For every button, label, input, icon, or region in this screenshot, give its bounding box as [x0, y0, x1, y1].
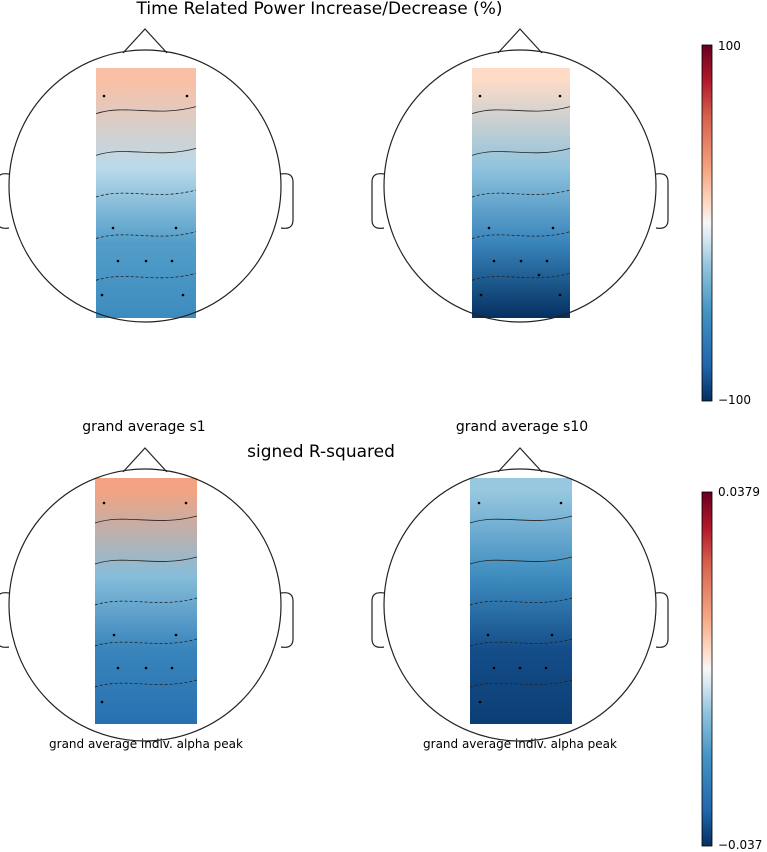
contour-line [471, 272, 571, 281]
right-ear-outline [655, 173, 669, 229]
sensor-dot [479, 293, 483, 297]
contour-line [471, 147, 571, 156]
colorbar-bottom-min-label: −0.037 [718, 838, 763, 852]
scalp-map-2 [371, 28, 669, 323]
sensor-dot [170, 666, 174, 670]
panel-subtitle-s10: grand average s10 [455, 419, 589, 435]
scalp-heatmap-strip [472, 68, 570, 318]
panel-subtitle-alpha-right: grand average indiv. alpha peak [423, 737, 617, 751]
sensor-dot [518, 666, 522, 670]
sensor-dot [558, 94, 562, 98]
scalp-map-4 [371, 447, 669, 742]
sensor-dot [559, 501, 563, 505]
sensor-dot [102, 94, 106, 98]
contour-line [471, 106, 571, 115]
colorbar-top-max-label: 100 [718, 39, 741, 53]
scalp-map-1 [0, 28, 294, 323]
sensor-dot [478, 94, 482, 98]
contour-line [469, 638, 573, 647]
contour-line [469, 597, 573, 606]
sensor-dot [185, 94, 189, 98]
head-outline [383, 49, 657, 323]
scalp-map-3 [0, 447, 294, 742]
right-ear-outline [280, 592, 294, 648]
contour-line [469, 556, 573, 565]
sensor-dot [477, 501, 481, 505]
colorbar-rsquared [701, 491, 713, 847]
sensor-dot [144, 666, 148, 670]
sensor-dot [102, 501, 106, 505]
contour-line [471, 231, 571, 240]
sensor-dot [116, 666, 120, 670]
contour-line [471, 189, 571, 198]
colorbar-power [701, 44, 713, 402]
contour-line [95, 189, 197, 198]
contour-line [469, 515, 573, 524]
panel-subtitle-alpha-left: grand average indiv. alpha peak [49, 737, 243, 751]
sensor-dot [100, 293, 104, 297]
head-outline [383, 468, 657, 742]
head-outline [8, 49, 282, 323]
colorbar-top-min-label: −100 [718, 393, 751, 407]
nose-outline [122, 447, 168, 473]
head-outline [8, 468, 282, 742]
contour-line [95, 147, 197, 156]
sensor-dot [519, 259, 523, 263]
sensor-dot [478, 700, 482, 704]
sensor-dot [111, 226, 115, 230]
figure-title-rsquared: signed R-squared [247, 442, 395, 462]
right-ear-outline [280, 173, 294, 229]
sensor-dot [537, 273, 541, 277]
sensor-dot [551, 226, 555, 230]
contour-line [94, 679, 198, 688]
contour-line [94, 515, 198, 524]
figure-title-power: Time Related Power Increase/Decrease (%) [136, 0, 503, 19]
left-ear-outline [371, 173, 385, 229]
sensor-dot [492, 259, 496, 263]
sensor-dot [545, 259, 549, 263]
nose-outline [497, 28, 543, 54]
sensor-dot [170, 259, 174, 263]
nose-outline [122, 28, 168, 54]
left-ear-outline [0, 173, 10, 229]
sensor-dot [184, 501, 188, 505]
sensor-dot [112, 633, 116, 637]
panel-subtitle-s1: grand average s1 [82, 419, 206, 435]
colorbar-bottom-max-label: 0.0379 [718, 485, 760, 499]
sensor-dot [181, 293, 185, 297]
sensor-dot [100, 700, 104, 704]
contour-line [95, 272, 197, 281]
sensor-dot [174, 226, 178, 230]
sensor-dot [492, 666, 496, 670]
contour-line [95, 106, 197, 115]
sensor-dot [550, 633, 554, 637]
sensor-dot [558, 293, 562, 297]
right-ear-outline [655, 592, 669, 648]
left-ear-outline [0, 592, 10, 648]
contour-line [94, 638, 198, 647]
contour-line [94, 556, 198, 565]
sensor-dot [116, 259, 120, 263]
contour-line [469, 679, 573, 688]
contour-line [94, 597, 198, 606]
contour-line [95, 231, 197, 240]
sensor-dot [487, 226, 491, 230]
sensor-dot [544, 666, 548, 670]
nose-outline [497, 447, 543, 473]
left-ear-outline [371, 592, 385, 648]
sensor-dot [486, 633, 490, 637]
sensor-dot [174, 633, 178, 637]
sensor-dot [144, 259, 148, 263]
